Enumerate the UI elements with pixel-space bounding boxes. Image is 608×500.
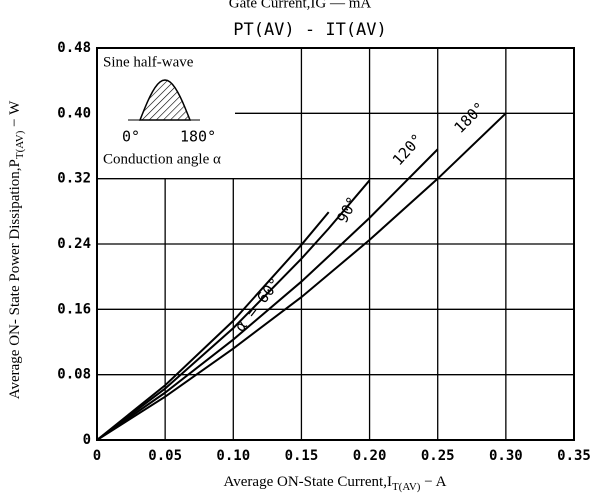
x-tick-label: 0 [93, 448, 101, 464]
y-tick-label: 0.08 [57, 367, 91, 383]
y-tick-label: 0.40 [57, 105, 91, 121]
x-tick-label: 0.15 [285, 448, 319, 464]
header: Gate Current,IG — mA [229, 0, 372, 11]
sine-wave [138, 79, 192, 121]
inset-title: Sine half-wave [103, 54, 194, 70]
y-label-unit: − W [7, 100, 23, 131]
x-tick-label: 0.10 [216, 448, 250, 464]
y-tick-label: 0 [83, 432, 91, 448]
x-label-unit: − A [420, 474, 446, 490]
y-tick-label: 0.16 [57, 301, 91, 317]
inset-end: 180° [180, 128, 216, 146]
curve [96, 211, 330, 441]
y-label-main: Average ON- State Power Dissipation,P [7, 159, 23, 399]
chart-title: PT(AV) - IT(AV) [233, 20, 387, 40]
curve-label: 90° [333, 194, 362, 226]
x-tick-label: 0.30 [489, 448, 523, 464]
curve-label: 120° [389, 130, 427, 169]
x-label-main: Average ON-State Current,I [224, 474, 392, 490]
x-tick-label: 0.05 [148, 448, 182, 464]
plot-frame [96, 47, 575, 441]
inset-caption: Conduction angle α [103, 151, 221, 167]
y-axis-label: Average ON- State Power Dissipation,PT(A… [7, 100, 25, 399]
inset-start: 0° [122, 128, 140, 146]
curve [96, 148, 439, 441]
x-tick-label: 0.20 [353, 448, 387, 464]
y-tick-label: 0.48 [57, 40, 91, 56]
y-label-sub: T(AV) [14, 130, 26, 159]
curve [96, 179, 371, 441]
x-tick-label: 0.25 [421, 448, 455, 464]
x-label-sub: T(AV) [392, 481, 421, 493]
curve-label: 180° [451, 99, 489, 137]
y-tick-label: 0.32 [57, 171, 91, 187]
x-axis-label: Average ON-State Current,IT(AV) − A [224, 474, 447, 492]
x-tick-label: 0.35 [557, 448, 591, 464]
curve [96, 112, 507, 441]
y-tick-label: 0.24 [57, 236, 91, 252]
